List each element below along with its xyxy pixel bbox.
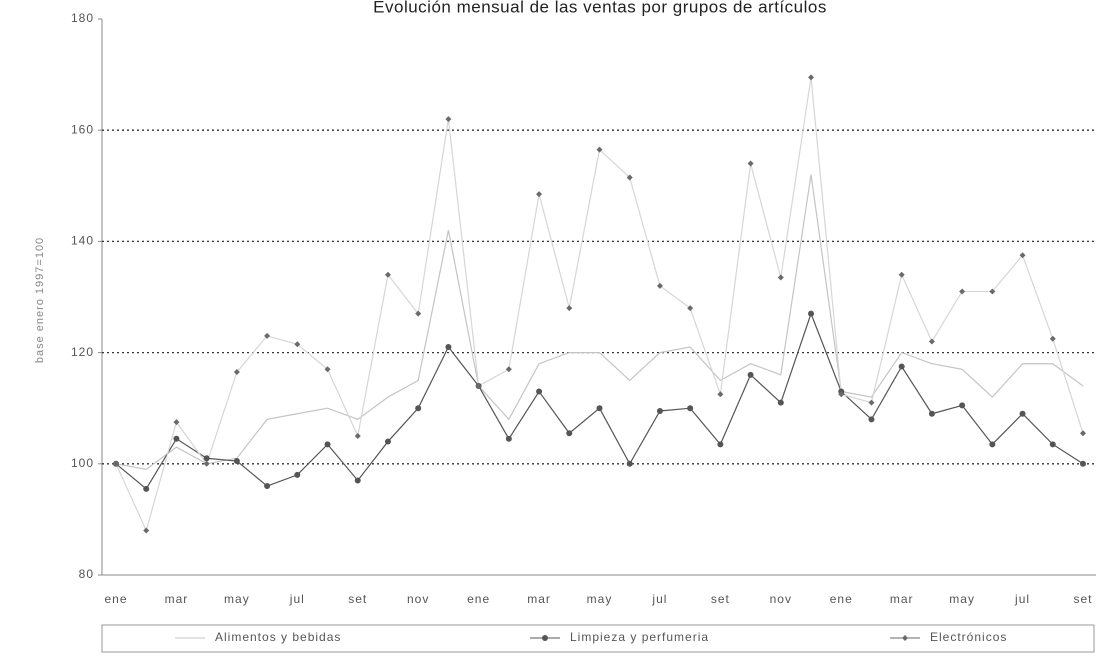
x-tick-label: jul [651,592,667,606]
data-point [747,371,754,378]
x-tick-label: may [587,592,613,606]
data-point [173,419,180,426]
data-point [354,477,361,484]
x-tick-label: mar [165,592,189,606]
data-point [626,174,633,181]
data-point [233,458,240,465]
data-point [445,344,452,351]
data-point [928,338,935,345]
series-line [115,77,1084,533]
data-point [656,282,663,289]
data-point [989,441,996,448]
data-point [143,527,150,534]
data-point [566,305,573,312]
legend-label: Alimentos y bebidas [215,630,341,644]
data-point [656,407,663,414]
chart-title: Evolución mensual de las ventas por grup… [373,0,827,16]
data-point [808,310,815,317]
x-tick-label: may [224,592,250,606]
data-point [203,460,210,467]
data-point [1019,252,1026,259]
x-tick-label: set [1073,592,1092,606]
x-tick-label: jul [289,592,305,606]
y-tick-label: 160 [71,122,94,136]
data-point [928,410,935,417]
data-point [384,438,391,445]
data-point [505,366,512,373]
data-point [898,271,905,278]
data-point [626,460,633,467]
series-line [115,311,1084,490]
data-point [203,455,210,462]
data-point [415,310,422,317]
x-tick-label: jul [1014,592,1030,606]
data-point [505,435,512,442]
data-point [294,471,301,478]
data-point [1080,430,1086,437]
data-point [808,74,815,81]
data-point [687,405,694,412]
series-line [115,174,1084,470]
legend-marker [542,635,548,641]
data-point [868,416,875,423]
data-point [536,388,543,395]
data-point [959,402,966,409]
data-point [989,288,996,295]
y-tick-label: 120 [71,345,94,359]
data-point [1049,335,1056,342]
data-point [445,116,452,123]
data-point [173,435,180,442]
x-tick-label: nov [770,592,792,606]
y-tick-label: 100 [71,456,94,470]
data-point [1019,410,1026,417]
data-point [324,441,331,448]
x-tick-label: ene [104,592,127,606]
data-point [384,271,391,278]
x-tick-label: may [949,592,975,606]
y-tick-label: 140 [71,234,94,248]
data-point [415,405,422,412]
data-point [143,485,150,492]
data-point [777,399,784,406]
legend-marker [902,635,908,641]
data-point [868,399,875,406]
data-point [596,405,603,412]
data-point [1049,441,1056,448]
x-tick-label: nov [407,592,429,606]
data-point [324,366,331,373]
x-tick-label: ene [830,592,853,606]
legend-label: Limpieza y perfumeria [570,630,709,644]
data-point [838,391,845,398]
x-tick-label: mar [890,592,914,606]
data-point [1080,460,1086,467]
data-point [475,382,482,389]
data-point [747,160,754,167]
data-point [596,146,603,153]
y-axis-label: base enero 1997=100 [34,237,46,363]
x-tick-label: set [711,592,730,606]
y-tick-label: 180 [71,11,94,25]
data-point [898,363,905,370]
data-point [687,305,694,312]
data-point [566,430,573,437]
x-tick-label: set [348,592,367,606]
data-point [717,391,724,398]
data-point [294,341,301,348]
data-point [536,191,543,198]
data-point [717,441,724,448]
legend-label: Electrónicos [930,630,1007,644]
legend-box [101,624,1095,653]
data-point [354,433,361,439]
data-point [264,483,271,490]
x-tick-label: mar [527,592,551,606]
data-point [264,332,271,339]
data-point [113,460,119,467]
y-tick-label: 80 [79,567,94,581]
data-point [959,288,966,295]
data-point [233,369,240,376]
data-point [777,274,784,281]
x-tick-label: ene [467,592,490,606]
